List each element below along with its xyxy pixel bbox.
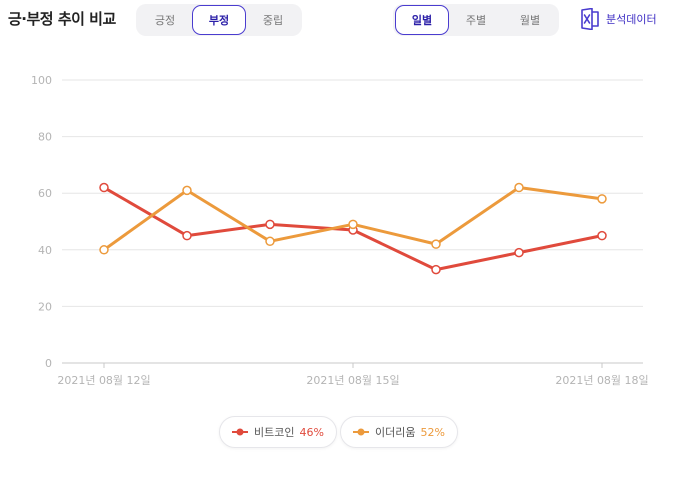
excel-icon (581, 8, 599, 30)
legend-percent: 52% (420, 425, 445, 439)
data-point-1-3 (348, 219, 358, 230)
data-point-1-2 (265, 236, 275, 247)
legend-marker-icon (232, 428, 248, 436)
line-chart: 0 20 40 60 80 100 2021년 08월 12일 2021년 08월 15일 20… (31, 74, 649, 387)
chart-title: 긍·부정 추이 비교 (8, 10, 116, 28)
y-tick-label: 100 (31, 74, 52, 87)
data-point-1-5 (514, 182, 524, 193)
data-point-0-5 (514, 247, 524, 258)
tab-daily[interactable]: 일별 (395, 5, 449, 35)
export-data-button[interactable]: 분석데이터 (580, 8, 657, 30)
x-tick-label: 2021년 08월 12일 (57, 373, 150, 387)
tab-neutral[interactable]: 중립 (262, 14, 284, 27)
data-point-0-1 (182, 230, 192, 241)
data-point-0-4 (431, 264, 441, 275)
legend-marker-icon (353, 428, 369, 436)
y-tick-label: 80 (38, 131, 52, 144)
legend-label: 이더리움 (375, 426, 416, 439)
x-tick-label: 2021년 08월 15일 (306, 373, 399, 387)
data-point-1-6 (597, 194, 607, 204)
tab-negative[interactable]: 부정 (192, 5, 246, 35)
tab-weekly[interactable]: 주별 (465, 14, 487, 27)
series-line-1 (102, 186, 604, 252)
tab-positive[interactable]: 긍정 (154, 14, 176, 27)
y-tick-label: 20 (38, 300, 52, 313)
legend-label: 비트코인 (254, 426, 295, 439)
sentiment-toggle: 긍정 부정 중립 (136, 4, 302, 36)
legend-percent: 46% (299, 425, 324, 439)
legend-item-bitcoin[interactable]: 비트코인 46% (219, 416, 337, 448)
export-label: 분석데이터 (606, 13, 657, 26)
data-point-0-0 (99, 182, 109, 193)
data-point-0-6 (597, 230, 607, 241)
x-tick-label: 2021년 08월 18일 (555, 373, 648, 387)
tab-monthly[interactable]: 월별 (519, 14, 541, 27)
data-point-1-1 (182, 185, 192, 196)
data-point-0-2 (265, 219, 275, 230)
y-tick-label: 40 (38, 244, 52, 257)
data-point-1-4 (431, 239, 441, 249)
y-tick-label: 0 (45, 357, 52, 370)
y-tick-label: 60 (38, 187, 52, 200)
legend-item-ethereum[interactable]: 이더리움 52% (340, 416, 458, 448)
period-toggle: 일별 주별 월별 (393, 4, 559, 36)
data-point-1-0 (99, 245, 109, 255)
